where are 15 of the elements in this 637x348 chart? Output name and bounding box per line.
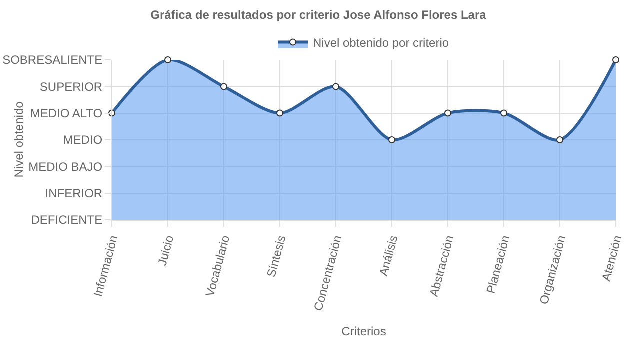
text: Nivel obtenido	[12, 101, 26, 178]
x-tick-label: Juicio	[155, 234, 177, 268]
chart-title: Gráfica de resultados por criterio Jose Alfonso Flores Lara	[150, 8, 487, 22]
category-label: MEDIO ALTO	[30, 106, 103, 121]
category-label: INFERIOR	[45, 186, 103, 201]
category-label: SOBRESALIENTE	[2, 53, 103, 68]
category-label: MEDIO	[63, 133, 103, 148]
category-label: SUPERIOR	[40, 80, 103, 94]
category-label: MEDIO BAJO	[28, 160, 103, 174]
x-tick-label: Atención	[599, 234, 625, 283]
x-tick-label: Análisis	[376, 234, 401, 278]
x-axis-title: Criterios	[342, 324, 386, 338]
legend-label: Nivel obtenido por criterio	[313, 36, 450, 50]
category-label: DEFICIENTE	[31, 213, 103, 228]
x-tick-label: Síntesis	[264, 234, 289, 279]
